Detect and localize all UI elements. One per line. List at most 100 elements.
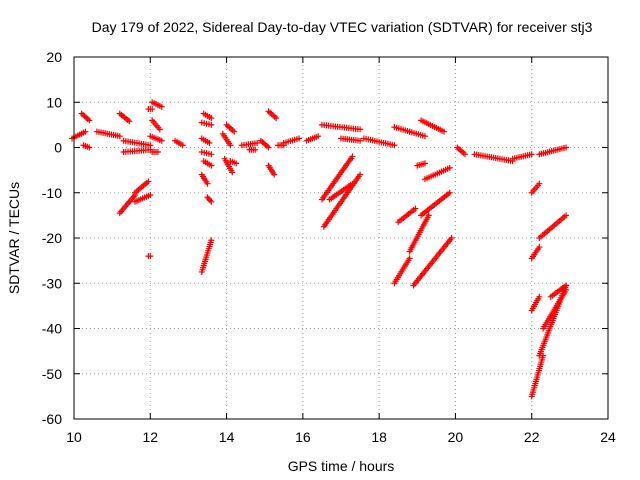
data-segment [360,135,398,149]
data-segment [145,106,156,113]
data-segment [246,146,259,153]
data-segment [145,253,154,260]
data-point [231,128,238,135]
data-segment [410,235,455,289]
data-point [349,153,356,160]
axis-ticks [73,56,609,420]
data-segment [395,205,419,226]
data-point [86,144,93,151]
data-segment [471,151,516,165]
x-axis-title: GPS time / hours [288,458,395,474]
data-segment [528,244,543,262]
data-segment [198,119,215,128]
y-tick-label: -10 [42,185,62,201]
data-segment [536,144,570,158]
data-point [158,137,165,144]
data-segment [198,149,215,158]
data-point [563,212,570,219]
data-segment [454,144,468,158]
data-point [86,117,93,124]
data-segment [540,287,570,332]
y-tick-label: -20 [42,230,62,246]
data-segment [120,146,154,156]
data-point [296,135,303,142]
data-segment [80,142,93,151]
data-segment [391,255,413,287]
data-point [208,198,215,205]
data-segment [421,164,453,183]
data-point [536,180,543,187]
data-segment [280,135,303,146]
data-point [208,151,215,158]
x-tick-label: 22 [524,429,540,445]
data-segment [528,180,543,196]
data-segment [198,171,211,187]
data-point [273,115,280,122]
data-point [446,189,453,196]
data-point [421,160,428,167]
data-point [208,162,215,169]
y-tick-labels: 20 10 0 -10 -20 -30 -40 -50 -60 [42,49,62,427]
grid-lines [74,57,608,419]
x-tick-label: 12 [142,429,158,445]
x-tick-labels: 10 12 14 16 18 20 22 24 [66,429,616,445]
data-point [412,205,419,212]
data-segment [238,139,261,149]
data-point [425,212,432,219]
data-segment [221,155,236,176]
x-tick-label: 24 [600,429,616,445]
y-tick-label: -60 [42,411,62,427]
data-point [156,126,163,133]
data-point [357,126,364,133]
data-point [265,144,272,151]
y-tick-label: -50 [42,366,62,382]
data-point [349,180,356,187]
y-tick-label: 10 [46,94,62,110]
data-segment [120,137,154,149]
data-segment [406,128,428,140]
data-point [179,142,186,149]
data-point [536,293,543,300]
data-point [233,160,240,167]
data-point [208,237,215,244]
data-point [154,149,161,156]
data-point [252,146,259,153]
data-segment [93,128,123,140]
data-segment [147,133,165,144]
data-segment [265,162,278,178]
data-segment [149,117,163,133]
data-point [448,235,455,241]
data-segment [116,110,133,125]
chart-title: Day 179 of 2022, Sidereal Day-to-day VTE… [92,19,593,35]
data-point [229,169,236,176]
data-segment [204,194,215,205]
data-segment [200,158,215,169]
data-segment [198,135,213,146]
data-point [271,171,278,178]
data-point [206,139,213,146]
data-marks [69,99,570,400]
y-tick-label: -30 [42,275,62,291]
data-segment [418,117,447,135]
data-point [391,142,398,149]
y-tick-label: -40 [42,321,62,337]
data-segment [219,130,234,149]
y-tick-label: 0 [54,140,62,156]
data-point [563,144,570,151]
data-segment [320,171,364,230]
data-point [208,121,215,128]
x-tick-label: 14 [219,429,235,445]
data-segment [227,158,240,167]
data-segment [149,149,161,156]
data-segment [528,293,543,314]
data-segment [265,108,280,122]
data-segment [338,135,364,144]
data-segment [536,212,570,241]
data-segment [223,121,238,135]
x-tick-label: 16 [295,429,311,445]
data-point [357,137,364,144]
x-tick-label: 20 [448,429,464,445]
data-point [461,151,468,158]
data-segment [116,192,139,217]
